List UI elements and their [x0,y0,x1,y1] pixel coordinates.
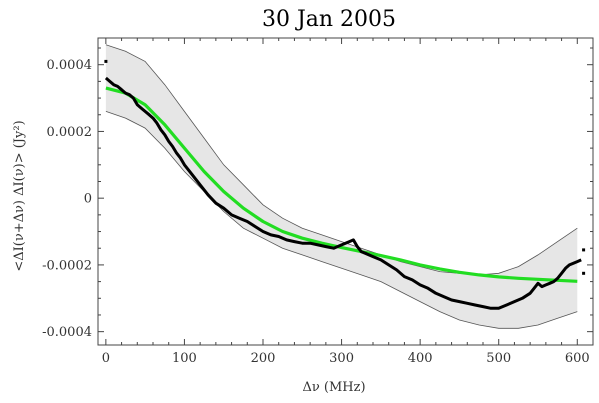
outlier-point [104,59,108,63]
measured-curve [104,59,586,310]
y-tick-label: -0.0004 [42,325,92,340]
outlier-point [582,248,586,252]
x-tick-label: 100 [172,351,197,366]
y-tick-label: -0.0002 [42,258,92,273]
measured-line [104,76,582,310]
y-tick-label: 0.0004 [47,58,93,73]
y-axis-label: <ΔI(ν+Δν) ΔI(ν)> (Jy²) [12,120,27,271]
y-tick-label: 0.0002 [47,125,93,140]
y-axis: 0.0004 0.0002 0 -0.0002 -0.0004 [42,47,593,340]
x-tick-label: 200 [251,351,276,366]
envelope-upper-edge [105,44,578,276]
x-tick-label: 400 [408,351,433,366]
envelope-fill [105,44,578,329]
x-tick-label: 600 [565,351,590,366]
chart-title: 30 Jan 2005 [262,7,396,32]
x-axis: 0 100 200 300 400 500 600 [102,38,594,366]
plot-frame [97,37,594,346]
model-line [105,86,578,283]
model-curve [105,86,578,283]
x-tick-label: 500 [486,351,511,366]
error-envelope [105,44,578,329]
y-tick-label: 0 [84,192,92,207]
x-axis-label: Δν (MHz) [302,380,365,395]
outlier-point [582,271,586,275]
x-tick-label: 0 [102,351,110,366]
envelope-lower-edge [105,111,578,329]
x-tick-label: 300 [329,351,354,366]
